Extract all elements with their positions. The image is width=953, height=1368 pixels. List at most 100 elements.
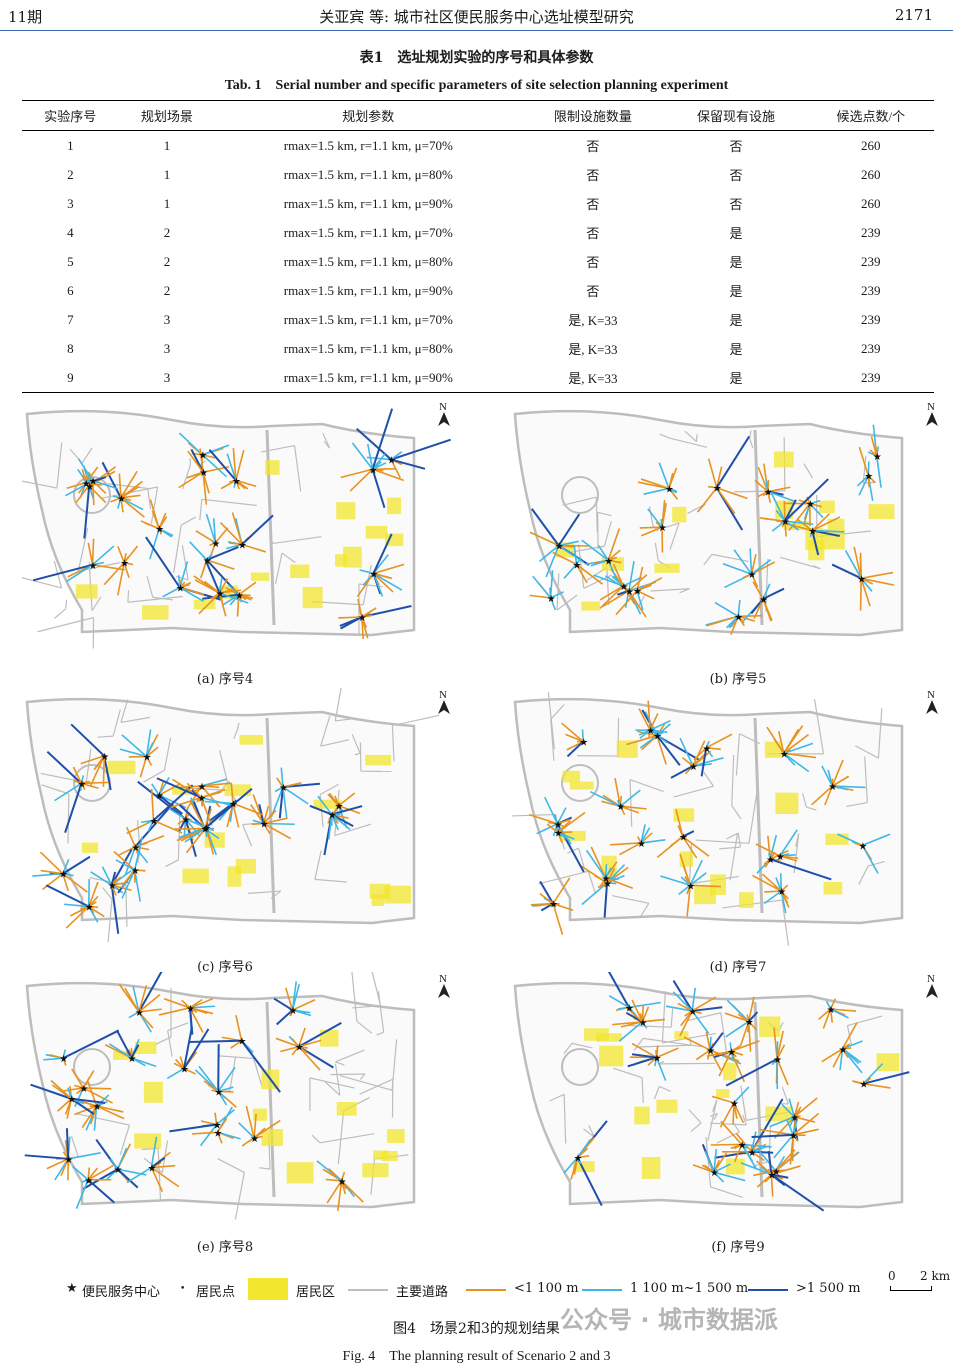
legend-long-label: >1 500 m: [796, 1281, 861, 1296]
service-center-marker: ★: [738, 1140, 747, 1151]
table-row: 3 1 rmax=1.5 km, r=1.1 km, μ=90% 否 否 260: [22, 189, 934, 218]
service-center-marker: ★: [131, 843, 140, 854]
service-center-marker: ★: [155, 525, 164, 536]
cell-count: 260: [861, 166, 881, 182]
cell-count: 239: [861, 253, 881, 269]
table-row: 5 2 rmax=1.5 km, r=1.1 km, μ=80% 否 是 239: [22, 247, 934, 276]
service-center-marker: ★: [100, 752, 109, 763]
service-center-marker: ★: [358, 613, 367, 624]
panel-label-e: (e) 序号8: [196, 1240, 254, 1255]
col-header-limit: 限制设施数量: [521, 100, 665, 131]
service-center-marker: ★: [279, 783, 288, 794]
service-center-marker: ★: [238, 540, 247, 551]
cell-scene: 1: [163, 137, 171, 153]
legend-mid-swatch: [582, 1289, 622, 1291]
north-label: N: [927, 401, 935, 413]
cell-scene: 1: [163, 166, 171, 182]
map-panel-f: ★ ★ ★ ★ ★ ★ ★ ★ ★ ★ ★ ★ ★ ★ ★ ★ ★ ★ ★ ★ N: [510, 972, 950, 1242]
service-center-marker: ★: [745, 1017, 754, 1028]
col-header-keep: 保留现有设施: [664, 100, 808, 131]
service-center-marker: ★: [637, 839, 646, 850]
service-center-marker: ★: [180, 1065, 189, 1076]
north-label: N: [439, 689, 447, 701]
cell-id: 5: [67, 253, 74, 269]
service-center-marker: ★: [734, 612, 743, 623]
table-row: 7 3 rmax=1.5 km, r=1.1 km, μ=70% 是, K=33 是 23…: [22, 305, 934, 334]
cell-limit: 否: [586, 139, 600, 154]
north-arrow-icon: [438, 412, 450, 426]
service-center-marker: ★: [59, 1054, 68, 1065]
col-header-params: 规划参数: [215, 100, 522, 131]
cell-params: rmax=1.5 km, r=1.1 km, μ=80%: [283, 253, 453, 269]
service-center-marker: ★: [369, 570, 378, 581]
service-center-marker: ★: [128, 1054, 137, 1065]
cell-count: 260: [861, 195, 881, 211]
panel-label-a: (a) 序号4: [196, 672, 254, 687]
service-center-marker: ★: [554, 829, 563, 840]
cell-id: 3: [67, 195, 74, 211]
running-header: 11期 关亚宾 等: 城市社区便民服务中心选址模型研究 2171: [0, 0, 953, 32]
watermark: 公众号 · 城市数据派: [560, 1306, 778, 1334]
cell-id: 1: [67, 137, 74, 153]
map-panel-b: ★ ★ ★ ★ ★ ★ ★ ★ ★ ★ ★ ★ ★ ★ ★ ★ ★ ★ ★ ★ N: [510, 400, 950, 670]
service-center-marker: ★: [727, 1047, 736, 1058]
service-center-marker: ★: [176, 584, 185, 595]
service-center-marker: ★: [653, 732, 662, 743]
service-center-marker: ★: [67, 1095, 76, 1106]
col-header-id: 实验序号: [22, 100, 119, 131]
cell-params: rmax=1.5 km, r=1.1 km, μ=80%: [283, 166, 453, 182]
cell-id: 7: [67, 311, 74, 327]
north-label: N: [439, 401, 447, 413]
service-center-marker: ★: [197, 782, 206, 793]
service-center-marker: ★: [214, 1087, 223, 1098]
service-center-marker: ★: [549, 900, 558, 911]
service-center-marker: ★: [59, 870, 68, 881]
service-center-marker: ★: [93, 1102, 102, 1113]
cell-limit: 否: [586, 284, 600, 299]
north-label: N: [439, 973, 447, 985]
allocation-lines: [24, 972, 364, 1211]
cell-scene: 2: [163, 282, 171, 298]
service-center-marker: ★: [547, 594, 556, 605]
cell-count: 239: [861, 224, 881, 240]
service-center-marker: ★: [688, 1007, 697, 1018]
service-center-marker: ★: [689, 762, 698, 773]
table-row: 2 1 rmax=1.5 km, r=1.1 km, μ=80% 否 否 260: [22, 160, 934, 189]
residential-areas: [113, 1029, 405, 1184]
service-center-marker: ★: [748, 570, 757, 581]
service-center-marker: ★: [686, 881, 695, 892]
map-canvas: ★★★★★★★★★★★★★★★★★★★★N: [22, 401, 451, 649]
service-center-marker: ★: [201, 825, 210, 836]
service-center-marker: ★: [764, 488, 773, 499]
cell-id: 6: [67, 282, 74, 298]
cell-scene: 3: [118, 363, 216, 393]
map-canvas: ★★★★★★★★★★★★★★★★★★★★N: [511, 689, 938, 946]
col-header-count: 候选点数/个: [807, 100, 934, 131]
service-center-marker: ★: [135, 1008, 144, 1019]
panel-label-b: (b) 序号5: [709, 672, 767, 687]
service-center-marker: ★: [572, 560, 581, 571]
service-center-marker: ★: [149, 816, 158, 827]
service-center-marker: ★: [338, 1177, 347, 1188]
legend-short-swatch: [466, 1289, 506, 1291]
table-row: 8 3 rmax=1.5 km, r=1.1 km, μ=80% 是, K=33 是 23…: [22, 334, 934, 363]
cell-params: rmax=1.5 km, r=1.1 km, μ=90%: [215, 363, 522, 393]
table-row: 1 1 rmax=1.5 km, r=1.1 km, μ=70% 否 否 260: [22, 131, 934, 161]
service-center-marker: ★: [665, 484, 674, 495]
service-center-marker: ★: [203, 556, 212, 567]
cell-params: rmax=1.5 km, r=1.1 km, μ=80%: [283, 340, 453, 356]
service-center-marker: ★: [328, 810, 337, 821]
service-center-marker: ★: [806, 500, 815, 511]
parameters-table: 实验序号 规划场景 规划参数 限制设施数量 保留现有设施 候选点数/个 1 1 rm…: [22, 100, 934, 393]
service-center-marker: ★: [131, 866, 140, 877]
service-center-marker: ★: [573, 1154, 582, 1165]
service-center-marker: ★: [780, 749, 789, 760]
service-center-marker: ★: [859, 1080, 868, 1091]
service-center-marker: ★: [827, 1005, 836, 1016]
service-center-marker: ★: [839, 1045, 848, 1056]
panel-label-d: (d) 序号7: [709, 960, 767, 975]
map-canvas: ★★★★★★★★★★★★★★★★★★★★N: [513, 972, 938, 1212]
service-center-marker: ★: [777, 887, 786, 898]
cell-limit: 是, K=33: [568, 342, 618, 357]
service-center-marker: ★: [77, 779, 86, 790]
